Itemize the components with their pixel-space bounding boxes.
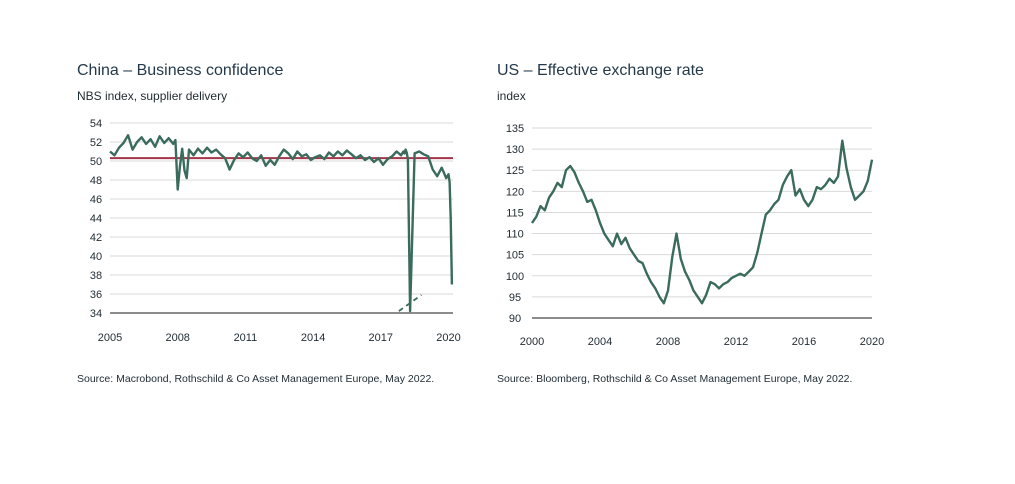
china-y-tick-label: 52 <box>90 137 102 149</box>
china-series-line <box>109 134 454 313</box>
china-y-tick-label: 36 <box>90 289 102 301</box>
china-chart-source: Source: Macrobond, Rothschild & Co Asset… <box>77 373 435 385</box>
china-y-tick-label: 46 <box>90 194 102 206</box>
china-y-tick-label: 54 <box>90 118 102 130</box>
china-x-tick-label: 2017 <box>369 332 393 344</box>
us-chart-title: US – Effective exchange rate <box>497 62 704 79</box>
china-y-tick-label: 42 <box>90 232 102 244</box>
us-x-tick-label: 2012 <box>724 336 748 348</box>
china-chart-title: China – Business confidence <box>77 62 284 79</box>
us-y-tick-label: 105 <box>506 250 524 262</box>
us-effective-exchange-rate-chart: 135 130 125 120 115 110 105 100 95 90 2000 2004 2008… <box>506 123 884 348</box>
china-chart-panel: China – Business confidence NBS index, s… <box>0 0 490 484</box>
us-x-tick-label: 2004 <box>588 336 612 348</box>
us-y-tick-label: 100 <box>506 271 524 283</box>
us-x-tick-label: 2000 <box>520 336 544 348</box>
us-x-tick-label: 2016 <box>792 336 816 348</box>
china-x-tick-label: 2014 <box>301 332 325 344</box>
us-y-tick-label: 115 <box>506 207 524 219</box>
china-y-tick-label: 48 <box>90 175 102 187</box>
us-y-tick-label: 125 <box>506 165 524 177</box>
china-business-confidence-chart: 54 52 50 48 46 44 42 40 38 36 34 2005 2008 2011 2014 20… <box>90 118 461 344</box>
china-y-tick-label: 34 <box>90 308 102 320</box>
us-y-tick-label: 130 <box>506 144 524 156</box>
us-y-tick-label: 135 <box>506 123 524 135</box>
china-x-tick-label: 2020 <box>436 332 460 344</box>
us-x-tick-label: 2008 <box>656 336 680 348</box>
china-chart-subtitle: NBS index, supplier delivery <box>77 89 228 103</box>
china-x-tick-label: 2011 <box>234 332 258 344</box>
china-y-tick-label: 44 <box>90 213 102 225</box>
us-y-tick-label: 90 <box>509 313 521 325</box>
us-y-tick-label: 110 <box>506 229 524 241</box>
us-y-tick-label: 95 <box>509 292 521 304</box>
us-chart-panel: US – Effective exchange rate index 135 13… <box>490 0 1015 484</box>
china-x-tick-label: 2008 <box>165 332 189 344</box>
us-chart-source: Source: Bloomberg, Rothschild & Co Asset… <box>497 373 853 385</box>
us-series-line <box>531 139 874 305</box>
us-x-tick-label: 2020 <box>860 336 884 348</box>
china-y-tick-label: 38 <box>90 270 102 282</box>
china-trend-annotation <box>398 294 422 312</box>
china-x-tick-label: 2005 <box>98 332 122 344</box>
us-chart-subtitle: index <box>497 89 526 103</box>
china-y-tick-label: 40 <box>90 251 102 263</box>
us-y-tick-label: 120 <box>506 186 524 198</box>
china-y-tick-label: 50 <box>90 156 102 168</box>
